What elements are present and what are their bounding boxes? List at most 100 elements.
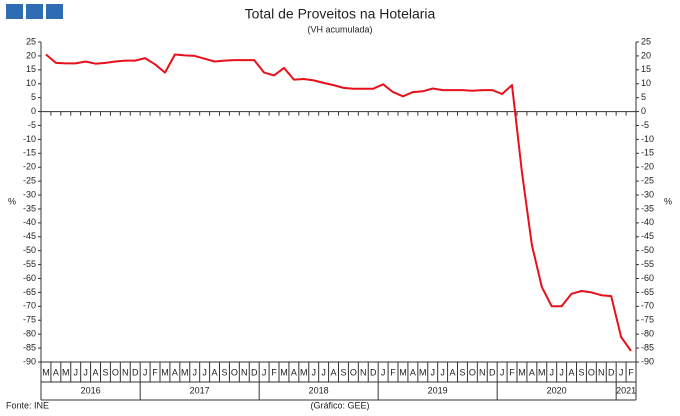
year-label: 2018	[309, 385, 329, 395]
y-tick-label: -15	[23, 148, 36, 158]
x-tick-label: D	[251, 367, 258, 377]
x-tick-label: A	[331, 367, 337, 377]
x-tick-label: A	[410, 367, 416, 377]
x-tick-label: D	[132, 367, 139, 377]
y2-tick-label: -50	[641, 245, 654, 255]
x-tick-label: A	[450, 367, 456, 377]
x-tick-label: O	[231, 367, 238, 377]
y2-tick-label: 20	[641, 50, 651, 60]
y2-tick-label: -60	[641, 273, 654, 283]
y-tick-label: -40	[23, 217, 36, 227]
x-tick-label: N	[360, 367, 367, 377]
x-tick-label: J	[440, 367, 445, 377]
x-tick-label: A	[53, 367, 59, 377]
y-tick-label: -10	[23, 134, 36, 144]
x-tick-label: J	[559, 367, 564, 377]
y2-tick-label: -20	[641, 162, 654, 172]
y-tick-label: 10	[26, 78, 36, 88]
chart-title: Total de Proveitos na Hotelaria	[245, 6, 436, 22]
x-tick-label: M	[280, 367, 288, 377]
y-tick-label: -70	[23, 301, 36, 311]
x-tick-label: O	[112, 367, 119, 377]
x-tick-label: A	[93, 367, 99, 377]
y-tick-label: -65	[23, 287, 36, 297]
x-tick-label: A	[569, 367, 575, 377]
x-tick-label: J	[83, 367, 88, 377]
x-tick-label: J	[202, 367, 207, 377]
data-line	[45, 53, 632, 352]
y2-tick-label: -70	[641, 301, 654, 311]
x-tick-label: J	[73, 367, 78, 377]
year-label: 2021	[616, 385, 636, 395]
x-tick-label: J	[549, 367, 554, 377]
credit: (Gráfico: GEE)	[310, 400, 369, 410]
y-tick-label: 25	[26, 36, 36, 46]
y-tick-label: -85	[23, 342, 36, 352]
y-tick-label: -90	[23, 356, 36, 366]
x-tick-label: J	[192, 367, 197, 377]
y2-tick-label: -10	[641, 134, 654, 144]
x-tick-label: S	[578, 367, 584, 377]
x-tick-label: N	[241, 367, 248, 377]
x-tick-label: D	[489, 367, 496, 377]
x-tick-label: A	[529, 367, 535, 377]
y2-tick-label: -45	[641, 231, 654, 241]
x-tick-label: A	[172, 367, 178, 377]
y2-tick-label: -65	[641, 287, 654, 297]
y2-tick-label: -40	[641, 217, 654, 227]
x-tick-label: O	[350, 367, 357, 377]
y2-tick-label: 5	[641, 92, 646, 102]
x-tick-label: D	[608, 367, 615, 377]
y-tick-label: -35	[23, 203, 36, 213]
x-tick-label: J	[321, 367, 326, 377]
y-tick-label: -50	[23, 245, 36, 255]
y-tick-label: -80	[23, 329, 36, 339]
y2-tick-label: 25	[641, 36, 651, 46]
x-tick-label: M	[42, 367, 50, 377]
y-tick-label: -30	[23, 189, 36, 199]
x-tick-label: O	[588, 367, 595, 377]
year-label: 2020	[547, 385, 567, 395]
y2-tick-label: -75	[641, 315, 654, 325]
x-tick-label: S	[221, 367, 227, 377]
y-tick-label: -5	[28, 120, 36, 130]
x-tick-label: D	[370, 367, 377, 377]
y-tick-label: -45	[23, 231, 36, 241]
y2-tick-label: 15	[641, 64, 651, 74]
y2-axis-label: %	[664, 196, 672, 206]
y-axis-label: %	[8, 196, 16, 206]
year-label: 2019	[428, 385, 448, 395]
y2-tick-label: -25	[641, 176, 654, 186]
y2-tick-label: 10	[641, 78, 651, 88]
x-tick-label: M	[181, 367, 189, 377]
y2-tick-label: -5	[641, 120, 649, 130]
logo-block	[6, 4, 23, 19]
x-tick-label: M	[300, 367, 308, 377]
chart-subtitle: (VH acumulada)	[307, 24, 372, 34]
source: Fonte: INE	[6, 400, 49, 410]
y2-tick-label: -80	[641, 329, 654, 339]
y2-tick-label: -30	[641, 189, 654, 199]
x-tick-label: N	[479, 367, 486, 377]
x-tick-label: M	[161, 367, 169, 377]
x-tick-label: N	[122, 367, 129, 377]
x-tick-label: O	[469, 367, 476, 377]
logo-block	[46, 4, 63, 19]
x-tick-label: M	[399, 367, 407, 377]
logo-block	[26, 4, 43, 19]
y-tick-label: 0	[31, 106, 36, 116]
x-tick-label: J	[143, 367, 148, 377]
x-tick-label: M	[518, 367, 526, 377]
y-tick-label: -55	[23, 259, 36, 269]
x-tick-label: A	[212, 367, 218, 377]
y2-tick-label: -90	[641, 356, 654, 366]
x-tick-label: J	[619, 367, 624, 377]
year-label: 2016	[81, 385, 101, 395]
y2-tick-label: -55	[641, 259, 654, 269]
x-tick-label: F	[390, 367, 396, 377]
x-tick-label: F	[152, 367, 158, 377]
x-tick-label: F	[509, 367, 515, 377]
y-tick-label: 20	[26, 50, 36, 60]
y2-tick-label: -15	[641, 148, 654, 158]
x-tick-label: M	[419, 367, 427, 377]
